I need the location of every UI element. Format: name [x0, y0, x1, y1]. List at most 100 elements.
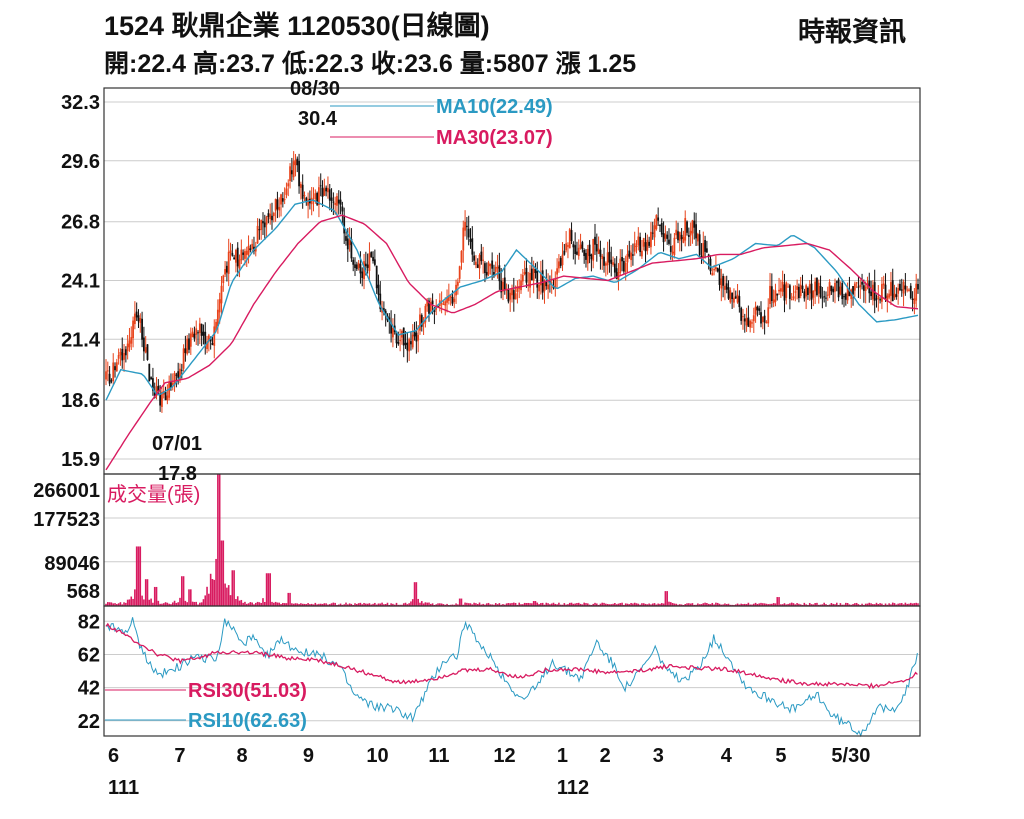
- candle-body: [673, 237, 676, 255]
- volume-bar: [413, 582, 416, 606]
- candle-body: [853, 283, 856, 291]
- volume-bar: [718, 603, 721, 606]
- volume-panel: [105, 474, 919, 606]
- volume-bar: [126, 599, 129, 606]
- volume-bar: [263, 601, 266, 606]
- volume-bar: [107, 602, 109, 606]
- candle-body: [761, 316, 764, 322]
- candle-body: [574, 245, 577, 254]
- volume-bar: [195, 601, 198, 606]
- candle-body: [525, 267, 528, 283]
- candle-body: [740, 307, 743, 321]
- volume-bar: [606, 603, 609, 606]
- candle-body: [758, 308, 761, 311]
- volume-bar: [596, 603, 598, 606]
- candle-body: [841, 283, 844, 300]
- volume-bar: [161, 603, 163, 606]
- candle-body: [267, 213, 270, 217]
- candle-body: [323, 188, 326, 196]
- candle-body: [545, 281, 548, 287]
- candle-body: [745, 318, 748, 326]
- candle-body: [146, 344, 149, 360]
- candle-body: [862, 285, 865, 291]
- candle-body: [612, 262, 614, 265]
- volume-bar: [866, 603, 869, 606]
- volume-bar: [112, 603, 115, 606]
- candle-body: [886, 295, 889, 302]
- candle-body: [336, 196, 338, 206]
- candle-body: [475, 261, 477, 265]
- candle-body: [651, 232, 654, 234]
- volume-bar: [646, 604, 649, 606]
- volume-bar: [280, 604, 282, 606]
- rsi10-legend: RSI10(62.63): [188, 710, 307, 732]
- candle-body: [913, 298, 916, 304]
- candle-body: [287, 183, 290, 187]
- volume-bar: [480, 604, 483, 606]
- volume-bar: [408, 603, 410, 606]
- volume-bar: [247, 603, 250, 606]
- candle-body: [215, 321, 217, 331]
- volume-bar: [345, 602, 347, 606]
- volume-bar: [330, 603, 333, 606]
- volume-bar: [152, 602, 154, 606]
- candle-body: [884, 284, 887, 299]
- volume-bar: [716, 602, 719, 606]
- volume-bar: [356, 603, 358, 606]
- volume-bar: [841, 604, 844, 606]
- candle-body: [195, 328, 198, 335]
- volume-bar: [659, 603, 661, 606]
- candle-body: [586, 248, 589, 264]
- month-tick-label: 5/30: [831, 745, 870, 767]
- candle-body: [715, 267, 717, 270]
- candle-body: [825, 297, 827, 299]
- volume-bar: [547, 603, 549, 606]
- volume-bar: [180, 576, 183, 606]
- candle-body: [218, 299, 221, 313]
- volume-bar: [134, 589, 136, 606]
- volume-bar: [736, 603, 739, 606]
- volume-bar: [900, 603, 903, 606]
- candle-body: [332, 201, 335, 203]
- volume-bar: [361, 604, 364, 606]
- volume-bar: [830, 603, 833, 606]
- volume-bar: [110, 602, 113, 606]
- candle-body: [563, 250, 566, 255]
- volume-bar: [350, 603, 353, 606]
- candle-body: [900, 289, 903, 291]
- candle-body: [509, 292, 512, 300]
- volume-bar: [292, 603, 295, 606]
- candle-body: [444, 301, 447, 306]
- candle-body: [352, 259, 355, 265]
- rsi-tick-label: 82: [78, 611, 100, 633]
- candle-body: [529, 272, 531, 288]
- candle-body: [631, 254, 634, 256]
- panel-frame: [103, 473, 921, 607]
- candle-body: [240, 249, 243, 261]
- volume-bar: [175, 602, 178, 606]
- candle-body: [565, 243, 568, 251]
- volume-bar: [285, 603, 288, 606]
- candle-body: [141, 318, 143, 340]
- candle-body: [805, 285, 808, 297]
- volume-bar: [709, 604, 712, 606]
- candle-body: [465, 225, 468, 228]
- candle-body: [307, 199, 309, 206]
- candle-body: [734, 296, 737, 299]
- volume-tick-label: 89046: [44, 553, 100, 575]
- candle-body: [559, 258, 562, 266]
- volume-bar: [796, 603, 798, 606]
- price-tick-label: 21.4: [61, 329, 101, 351]
- volume-bar: [630, 602, 632, 606]
- volume-bar: [605, 603, 607, 606]
- volume-bar: [745, 604, 748, 606]
- candle-body: [166, 395, 169, 401]
- candle-body: [770, 286, 773, 302]
- volume-bar: [767, 604, 770, 606]
- volume-bar: [747, 602, 750, 606]
- volume-bar: [359, 602, 362, 606]
- volume-bar: [491, 604, 493, 606]
- candle-body: [716, 267, 719, 272]
- volume-bar: [836, 602, 838, 606]
- candle-body: [720, 278, 723, 289]
